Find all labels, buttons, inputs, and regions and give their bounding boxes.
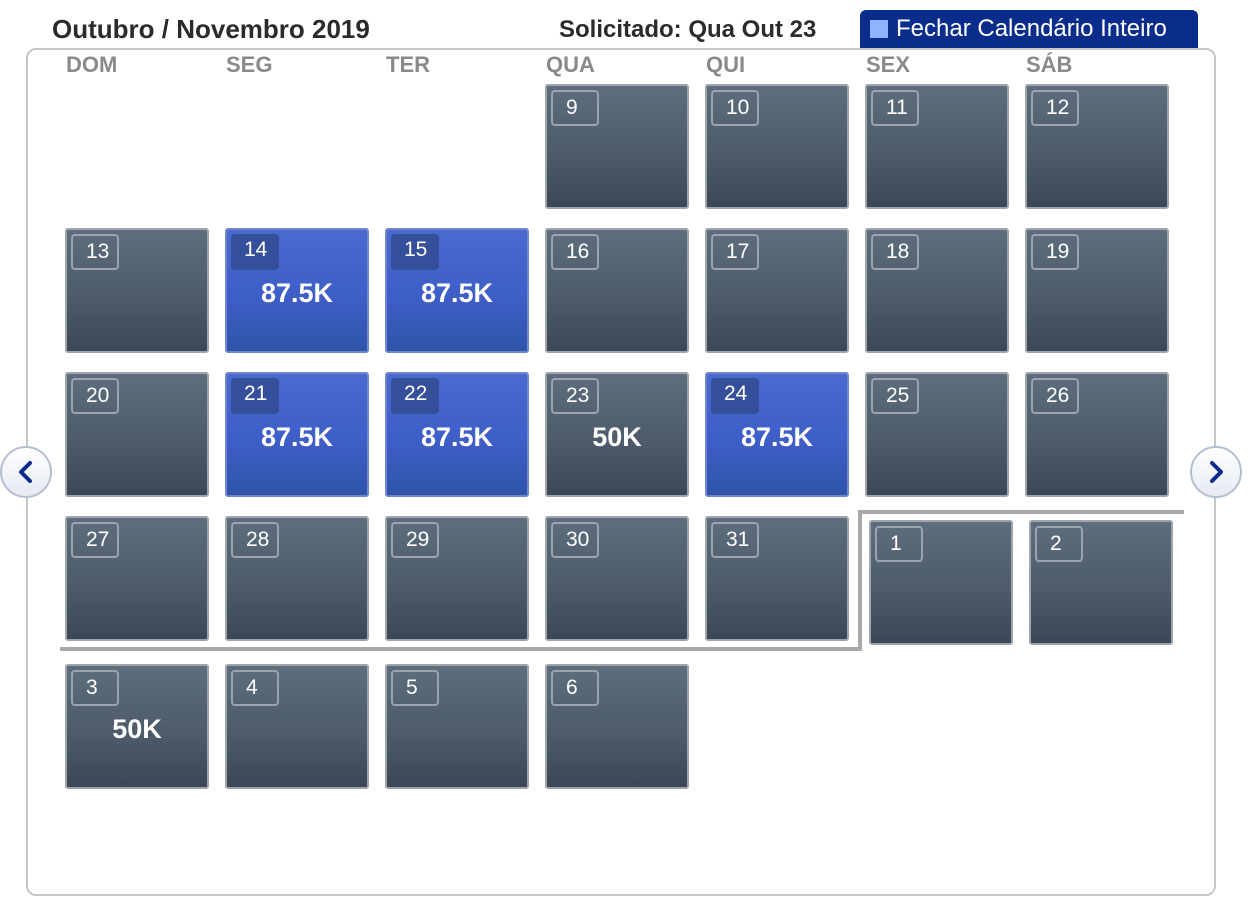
day-number: 20 — [71, 378, 119, 414]
day-number: 17 — [711, 234, 759, 270]
weekday-header: SEX — [866, 52, 911, 77]
day-price: 87.5K — [420, 278, 494, 308]
day-number: 5 — [391, 670, 439, 706]
day-cell[interactable]: 4 — [225, 664, 369, 789]
weekday-header: SEG — [226, 52, 273, 77]
day-number: 31 — [711, 522, 759, 558]
day-cell[interactable]: 9 — [545, 84, 689, 209]
day-number: 22 — [391, 378, 439, 414]
day-number: 15 — [391, 234, 439, 270]
day-price: 87.5K — [740, 422, 814, 452]
calendar-grid-icon — [870, 20, 888, 38]
day-cell[interactable]: 17 — [705, 228, 849, 353]
day-number: 18 — [871, 234, 919, 270]
next-month-button[interactable] — [1190, 446, 1242, 498]
month-divider — [858, 510, 862, 651]
day-number: 2 — [1035, 526, 1083, 562]
day-cell[interactable]: 19 — [1025, 228, 1169, 353]
day-number: 14 — [231, 234, 279, 270]
requested-date: Solicitado: Qua Out 23 — [559, 16, 817, 43]
day-price: 50K — [592, 422, 642, 452]
day-number: 13 — [71, 234, 119, 270]
calendar-title: Outubro / Novembro 2019 — [52, 14, 370, 44]
month-divider — [60, 647, 862, 651]
day-cell[interactable]: 28 — [225, 516, 369, 641]
day-number: 28 — [231, 522, 279, 558]
weekday-header: TER — [386, 52, 430, 77]
day-cell[interactable]: 6 — [545, 664, 689, 789]
day-number: 26 — [1031, 378, 1079, 414]
day-number: 30 — [551, 522, 599, 558]
day-number: 19 — [1031, 234, 1079, 270]
day-cell[interactable]: 11 — [865, 84, 1009, 209]
day-cell[interactable]: 24 87.5K — [705, 372, 849, 497]
month-divider — [858, 510, 1184, 514]
day-number: 9 — [551, 90, 599, 126]
close-full-calendar-button[interactable]: Fechar Calendário Inteiro — [860, 10, 1198, 48]
weekday-header: DOM — [66, 52, 118, 77]
day-price: 87.5K — [420, 422, 494, 452]
day-number: 12 — [1031, 90, 1079, 126]
day-number: 6 — [551, 670, 599, 706]
day-number: 23 — [551, 378, 599, 414]
day-cell[interactable]: 27 — [65, 516, 209, 641]
day-cell[interactable]: 22 87.5K — [385, 372, 529, 497]
day-number: 27 — [71, 522, 119, 558]
previous-month-button[interactable] — [0, 446, 52, 498]
day-price: 50K — [112, 714, 162, 744]
day-cell[interactable]: 26 — [1025, 372, 1169, 497]
weekday-header: QUA — [546, 52, 595, 77]
day-cell[interactable]: 14 87.5K — [225, 228, 369, 353]
day-cell[interactable]: 20 — [65, 372, 209, 497]
day-cell[interactable]: 25 — [865, 372, 1009, 497]
day-cell[interactable]: 29 — [385, 516, 529, 641]
day-cell[interactable]: 18 — [865, 228, 1009, 353]
day-cell[interactable]: 21 87.5K — [225, 372, 369, 497]
day-cell[interactable]: 15 87.5K — [385, 228, 529, 353]
day-number: 4 — [231, 670, 279, 706]
day-cell[interactable]: 2 — [1029, 520, 1173, 645]
weekday-header: QUI — [706, 52, 746, 77]
day-cell[interactable]: 31 — [705, 516, 849, 641]
weekday-header: SÁB — [1026, 52, 1073, 77]
day-number: 21 — [231, 378, 279, 414]
day-number: 3 — [71, 670, 119, 706]
close-full-calendar-label: Fechar Calendário Inteiro — [896, 15, 1167, 42]
day-cell[interactable]: 12 — [1025, 84, 1169, 209]
day-number: 25 — [871, 378, 919, 414]
day-cell[interactable]: 13 — [65, 228, 209, 353]
chevron-left-icon — [19, 461, 32, 483]
chevron-right-icon — [1210, 461, 1223, 483]
day-cell[interactable]: 16 — [545, 228, 689, 353]
day-number: 29 — [391, 522, 439, 558]
day-price: 87.5K — [260, 278, 334, 308]
day-number: 1 — [875, 526, 923, 562]
day-cell[interactable]: 5 — [385, 664, 529, 789]
day-cell[interactable]: 10 — [705, 84, 849, 209]
day-cell[interactable]: 3 50K — [65, 664, 209, 789]
day-cell[interactable]: 30 — [545, 516, 689, 641]
day-number: 10 — [711, 90, 759, 126]
day-number: 16 — [551, 234, 599, 270]
day-number: 11 — [871, 90, 919, 126]
day-cell[interactable]: 1 — [869, 520, 1013, 645]
day-cell[interactable]: 23 50K — [545, 372, 689, 497]
day-number: 24 — [711, 378, 759, 414]
day-price: 87.5K — [260, 422, 334, 452]
